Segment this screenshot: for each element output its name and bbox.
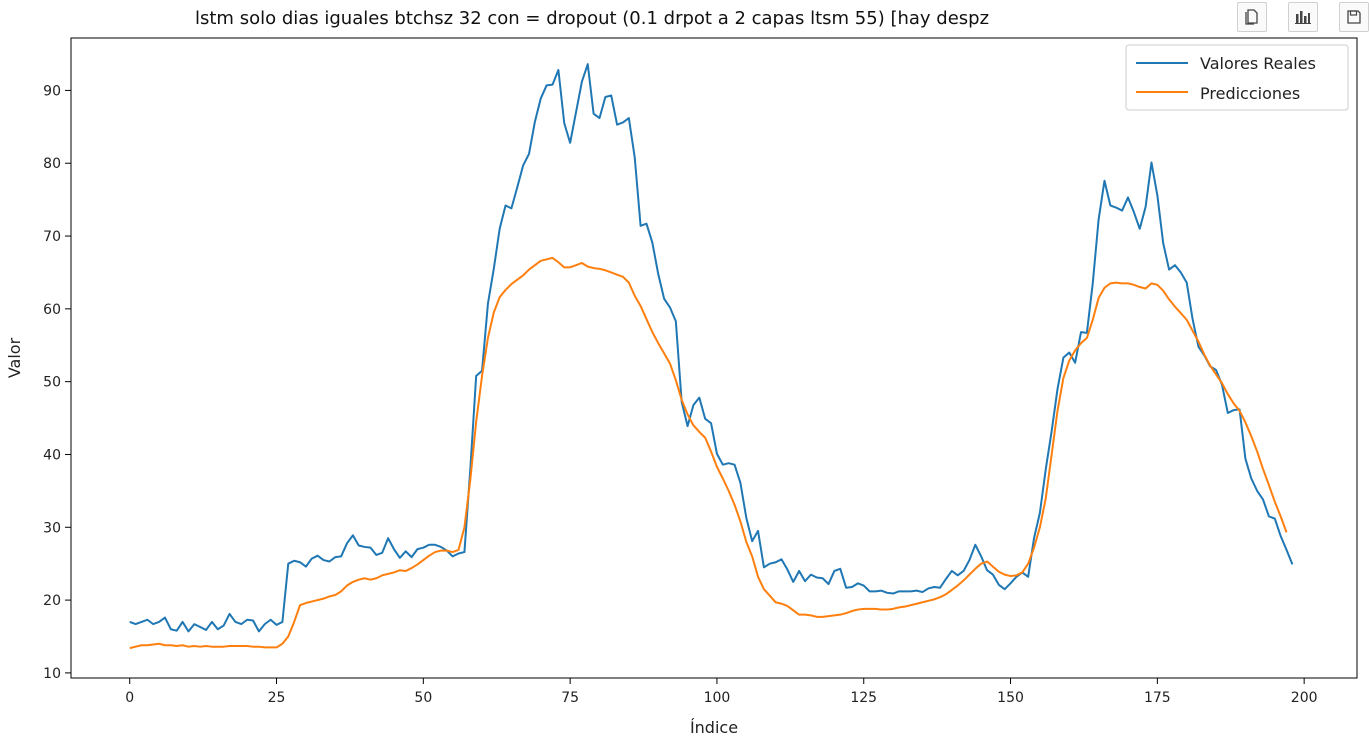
- series-line-predicciones: [129, 256, 1288, 650]
- x-axis-label: Índice: [690, 718, 738, 737]
- legend-label-valores-reales: Valores Reales: [1200, 54, 1316, 73]
- x-tick-label: 125: [850, 690, 877, 706]
- y-tick-label: 70: [43, 229, 61, 245]
- y-tick-label: 60: [43, 302, 61, 318]
- y-tick-label: 20: [43, 593, 61, 609]
- chart-button[interactable]: [1288, 2, 1318, 32]
- x-tick-label: 25: [268, 690, 286, 706]
- copy-icon: [1245, 9, 1258, 25]
- bar-chart-icon: [1295, 11, 1311, 24]
- plot-area: [70, 37, 1358, 679]
- legend-label-predicciones: Predicciones: [1200, 84, 1300, 103]
- series-line-valores-reales: [129, 63, 1294, 633]
- x-tick-label: 0: [125, 690, 134, 706]
- legend: Valores Reales Predicciones: [1125, 44, 1349, 111]
- y-tick-label: 30: [43, 520, 61, 536]
- x-tick-label: 150: [997, 690, 1024, 706]
- y-axis: 10 20 30 40 50 60 70 80 90: [43, 83, 71, 682]
- save-icon: [1347, 10, 1361, 24]
- x-tick-label: 200: [1291, 690, 1318, 706]
- x-tick-label: 75: [561, 690, 579, 706]
- series-lines: [129, 63, 1294, 650]
- save-button[interactable]: [1339, 2, 1369, 32]
- x-tick-label: 50: [414, 690, 432, 706]
- y-tick-label: 10: [43, 666, 61, 682]
- x-axis: 0 25 50 75 100 125 150 175 200: [125, 678, 1318, 706]
- copy-button[interactable]: [1237, 2, 1267, 32]
- x-tick-label: 175: [1144, 690, 1171, 706]
- y-tick-label: 80: [43, 156, 61, 172]
- y-tick-label: 90: [43, 83, 61, 99]
- y-tick-label: 40: [43, 447, 61, 463]
- chart-title: lstm solo dias iguales btchsz 32 con = d…: [195, 8, 989, 29]
- figure-toolbar: [1237, 2, 1369, 32]
- legend-box: [1125, 44, 1349, 111]
- y-axis-label: Valor: [5, 337, 24, 378]
- x-tick-label: 100: [704, 690, 731, 706]
- y-tick-label: 50: [43, 375, 61, 391]
